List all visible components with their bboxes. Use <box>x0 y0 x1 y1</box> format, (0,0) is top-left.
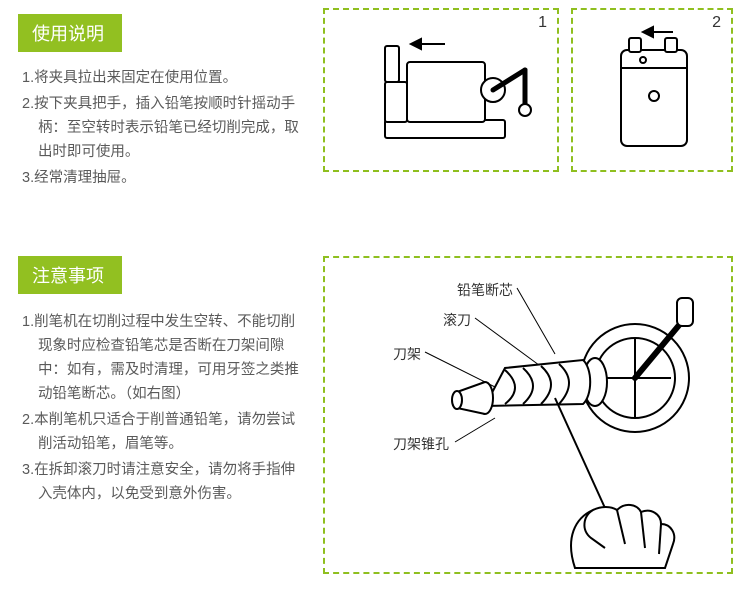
page: 使用说明 1.将夹具拉出来固定在使用位置。 2.按下夹具把手，插入铅笔按顺时针摇… <box>0 0 750 594</box>
section2-header: 注意事项 <box>18 256 122 294</box>
section1-header: 使用说明 <box>18 14 122 52</box>
section1-item: 1.将夹具拉出来固定在使用位置。 <box>22 66 302 90</box>
section2-item: 3.在拆卸滚刀时请注意安全，请勿将手指伸入壳体内，以免受到意外伤害。 <box>22 458 306 506</box>
section1-item: 3.经常清理抽屉。 <box>22 166 302 190</box>
section1-title: 使用说明 <box>32 24 104 44</box>
section2-title: 注意事项 <box>32 266 104 286</box>
figure-1-box: 1 <box>323 8 559 172</box>
mechanism-illustration <box>325 258 735 576</box>
sharpener-front-illustration <box>573 10 735 174</box>
section1-body: 1.将夹具拉出来固定在使用位置。 2.按下夹具把手，插入铅笔按顺时针摇动手柄：至… <box>22 66 302 190</box>
section2-body: 1.削笔机在切削过程中发生空转、不能切削现象时应检查铅笔芯是否断在刀架间隙中：如… <box>22 310 306 506</box>
section2-item: 1.削笔机在切削过程中发生空转、不能切削现象时应检查铅笔芯是否断在刀架间隙中：如… <box>22 310 306 406</box>
figure-2-box: 2 <box>571 8 733 172</box>
section2-item: 2.本削笔机只适合于削普通铅笔，请勿尝试削活动铅笔，眉笔等。 <box>22 408 306 456</box>
sharpener-side-illustration <box>325 10 561 174</box>
figure-3-box: 铅笔断芯 滚刀 刀架 刀架锥孔 <box>323 256 733 574</box>
section1-item: 2.按下夹具把手，插入铅笔按顺时针摇动手柄：至空转时表示铅笔已经切削完成，取出时… <box>22 92 302 164</box>
